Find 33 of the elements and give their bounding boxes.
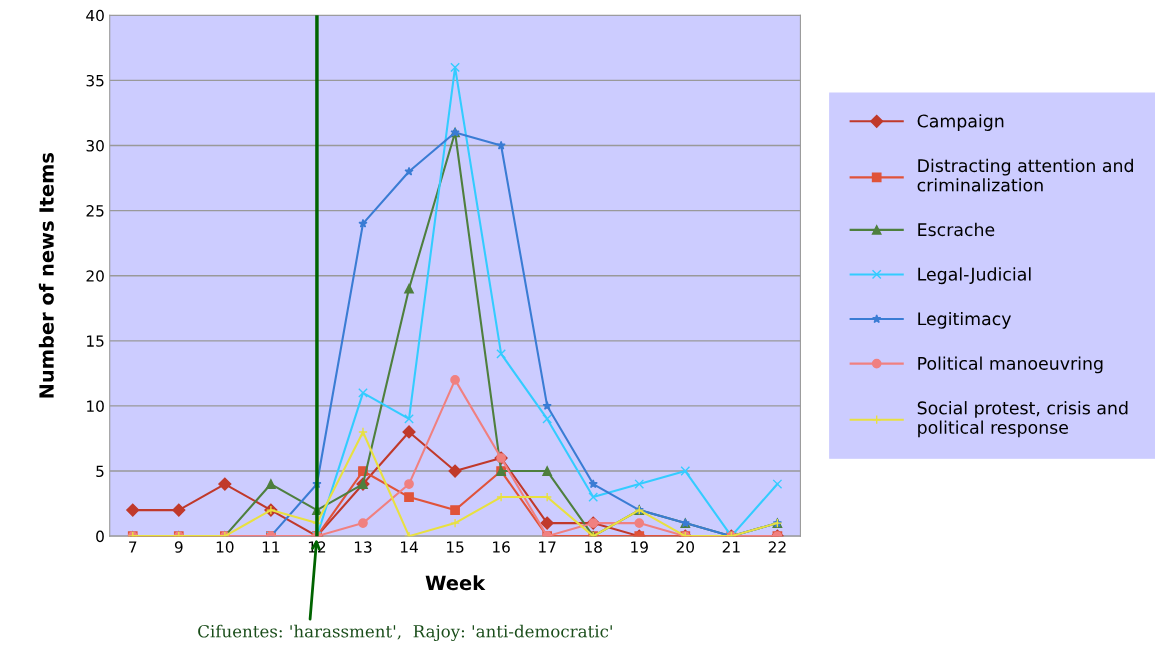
x-tick-label: 15 xyxy=(447,541,464,553)
y-tick-label: 20 xyxy=(86,270,104,282)
x-tick-label: 11 xyxy=(262,541,280,553)
legend-label: Social protest, crisis and political response xyxy=(917,401,1128,438)
y-tick-label: 35 xyxy=(86,74,104,87)
y-tick-label: 15 xyxy=(87,335,104,347)
y-tick-label: 5 xyxy=(96,465,104,478)
x-tick-label: 10 xyxy=(216,541,234,553)
legend-label: Distracting attention and criminalization xyxy=(917,158,1133,192)
x-tick-label: 7 xyxy=(129,541,137,553)
legend-label: Campaign xyxy=(917,114,1004,131)
x-tick-label: 17 xyxy=(539,541,556,553)
x-axis-title: Week xyxy=(425,575,486,591)
y-tick-label: 10 xyxy=(87,400,104,412)
x-tick-label: 16 xyxy=(493,541,510,553)
legend-label: Political manoeuvring xyxy=(918,356,1103,374)
x-tick-label: 21 xyxy=(722,541,740,553)
x-tick-label: 9 xyxy=(174,541,183,553)
x-tick-label: 22 xyxy=(768,541,786,553)
y-axis-title: Number of news Items xyxy=(38,152,54,398)
ref-line-label: Cifuentes: 'harassment', Rajoy: 'anti-democratic' xyxy=(198,624,612,642)
y-tick-label: 30 xyxy=(86,139,104,152)
x-tick-label: 20 xyxy=(676,541,695,553)
legend-label: Legitimacy xyxy=(918,311,1011,329)
x-tick-label: 14 xyxy=(400,541,418,553)
x-tick-label: 18 xyxy=(585,541,602,553)
x-tick-label: 13 xyxy=(354,541,372,553)
x-tick-label: 19 xyxy=(631,541,648,553)
y-tick-label: 0 xyxy=(96,530,104,543)
y-tick-label: 40 xyxy=(86,9,104,22)
legend-label: Legal-Judicial xyxy=(918,267,1031,285)
y-tick-label: 25 xyxy=(86,205,104,217)
legend-label: Escrache xyxy=(918,222,995,237)
